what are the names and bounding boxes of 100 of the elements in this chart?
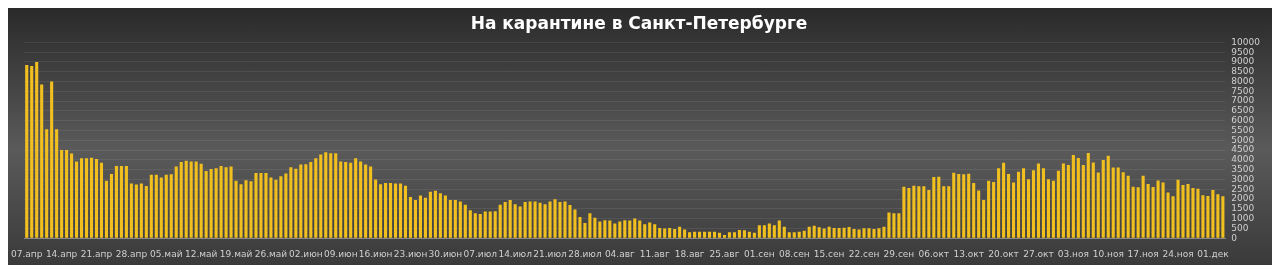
bar xyxy=(159,177,163,238)
bar xyxy=(1081,164,1085,238)
bar xyxy=(1096,172,1100,238)
bar xyxy=(663,228,667,238)
x-tick-label: 04.авг xyxy=(604,248,636,259)
bar xyxy=(917,186,921,238)
bar xyxy=(628,220,632,238)
bar xyxy=(588,213,592,238)
bar xyxy=(498,204,502,238)
bar xyxy=(722,235,727,238)
x-tick-label: 28.июл xyxy=(568,248,602,259)
bar xyxy=(493,211,497,238)
bar xyxy=(294,168,298,238)
bar xyxy=(812,225,816,238)
bar xyxy=(463,204,467,238)
y-tick-label: 4000 xyxy=(1231,154,1255,165)
bar xyxy=(947,186,951,238)
bar xyxy=(668,228,672,238)
x-tick-label: 05.май xyxy=(150,248,183,259)
bar xyxy=(1211,190,1215,238)
bar xyxy=(523,201,527,238)
bar xyxy=(229,166,233,238)
bar xyxy=(638,220,642,238)
bar xyxy=(982,200,986,238)
bar xyxy=(603,220,607,238)
bar xyxy=(902,186,906,238)
bar xyxy=(1131,186,1135,238)
bar xyxy=(1046,179,1050,238)
bar xyxy=(747,231,751,238)
bar xyxy=(922,186,926,238)
bar xyxy=(1021,168,1026,238)
bar xyxy=(653,224,657,238)
bar xyxy=(1071,154,1075,238)
bar xyxy=(613,223,617,238)
bar xyxy=(119,165,123,238)
y-tick-label: 6500 xyxy=(1231,105,1255,116)
bar xyxy=(698,231,702,238)
y-tick-label: 1000 xyxy=(1231,212,1255,223)
bar xyxy=(992,182,996,238)
bar xyxy=(658,228,662,238)
bar xyxy=(224,167,228,238)
bar xyxy=(70,153,74,238)
bar xyxy=(144,185,148,238)
bar xyxy=(443,195,447,238)
bar xyxy=(598,221,602,238)
bar xyxy=(827,226,831,238)
bar xyxy=(129,183,133,238)
bar xyxy=(309,162,313,238)
bar xyxy=(458,201,462,238)
y-tick-label: 7500 xyxy=(1231,85,1255,96)
bar xyxy=(84,158,89,238)
bar xyxy=(374,179,378,238)
x-tick-label: 20.окт xyxy=(988,248,1019,259)
bar xyxy=(927,190,931,238)
x-tick-label: 15.сен xyxy=(813,248,845,259)
bar xyxy=(852,229,856,238)
bar xyxy=(897,213,901,238)
bar xyxy=(403,185,408,238)
bar xyxy=(997,168,1001,238)
x-tick-label: 09.июн xyxy=(323,248,358,259)
bar xyxy=(837,228,841,238)
bar xyxy=(942,186,946,238)
bar xyxy=(80,158,84,238)
bar xyxy=(154,174,158,238)
x-tick-label: 25.авг xyxy=(709,248,740,259)
y-tick-label: 5000 xyxy=(1231,134,1255,145)
bar xyxy=(279,176,283,238)
x-tick-label: 08.сен xyxy=(778,248,810,259)
y-tick-label: 8000 xyxy=(1231,75,1255,86)
x-tick-label: 11.авг xyxy=(639,248,670,259)
bar xyxy=(269,177,273,238)
bar xyxy=(797,231,801,238)
y-tick-label: 5500 xyxy=(1231,124,1255,135)
bar xyxy=(842,227,846,238)
y-tick-label: 9500 xyxy=(1231,46,1255,57)
bar xyxy=(678,226,682,238)
bar xyxy=(164,174,168,238)
bar xyxy=(1156,180,1160,238)
bar xyxy=(822,228,826,238)
bar xyxy=(389,182,393,238)
bar xyxy=(393,183,398,238)
bar xyxy=(528,201,532,238)
bar xyxy=(418,195,422,238)
bar xyxy=(952,172,956,238)
bar xyxy=(1221,196,1225,238)
bar xyxy=(344,162,348,238)
chart-title: На карантине в Санкт-Петербурге xyxy=(470,12,808,33)
bar xyxy=(169,174,173,238)
bar xyxy=(433,190,437,238)
bar xyxy=(712,231,717,238)
bar xyxy=(1066,164,1070,238)
bar xyxy=(1002,162,1006,238)
bar xyxy=(1016,171,1021,238)
bar xyxy=(324,152,328,238)
bar xyxy=(673,229,677,238)
bar xyxy=(583,222,587,238)
y-tick-label: 9000 xyxy=(1231,56,1255,67)
bar xyxy=(1111,167,1115,238)
bar xyxy=(329,153,333,238)
bar xyxy=(912,185,916,238)
